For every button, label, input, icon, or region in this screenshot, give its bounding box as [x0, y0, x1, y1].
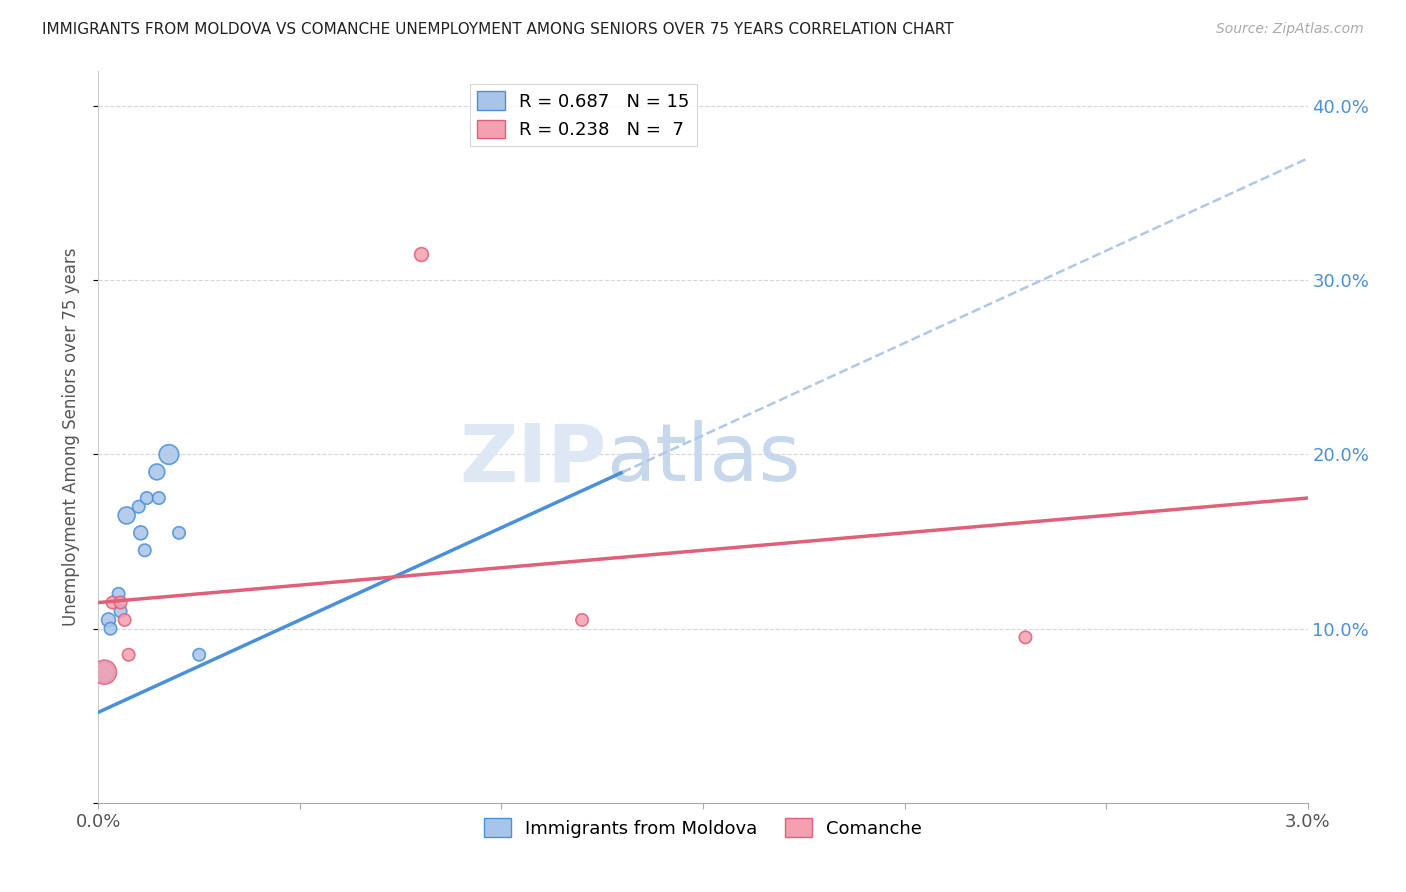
Point — [148, 491, 170, 505]
Point — [571, 613, 593, 627]
Point — [115, 508, 138, 523]
Point — [135, 491, 157, 505]
Text: atlas: atlas — [606, 420, 800, 498]
Point — [134, 543, 156, 558]
Point — [128, 500, 150, 514]
Point — [157, 448, 180, 462]
Text: IMMIGRANTS FROM MOLDOVA VS COMANCHE UNEMPLOYMENT AMONG SENIORS OVER 75 YEARS COR: IMMIGRANTS FROM MOLDOVA VS COMANCHE UNEM… — [42, 22, 953, 37]
Point — [101, 595, 124, 609]
Point — [93, 665, 115, 680]
Point — [1014, 631, 1036, 645]
Y-axis label: Unemployment Among Seniors over 75 years: Unemployment Among Seniors over 75 years — [62, 248, 80, 626]
Point — [110, 595, 132, 609]
Point — [188, 648, 211, 662]
Point — [100, 622, 122, 636]
Point — [97, 613, 120, 627]
Text: Source: ZipAtlas.com: Source: ZipAtlas.com — [1216, 22, 1364, 37]
Point — [129, 525, 152, 540]
Point — [93, 665, 115, 680]
Point — [409, 247, 432, 261]
Point — [146, 465, 169, 479]
Point — [118, 648, 141, 662]
Point — [167, 525, 190, 540]
Text: ZIP: ZIP — [458, 420, 606, 498]
Legend: Immigrants from Moldova, Comanche: Immigrants from Moldova, Comanche — [477, 811, 929, 845]
Point — [107, 587, 129, 601]
Point — [114, 613, 136, 627]
Point — [110, 604, 132, 618]
